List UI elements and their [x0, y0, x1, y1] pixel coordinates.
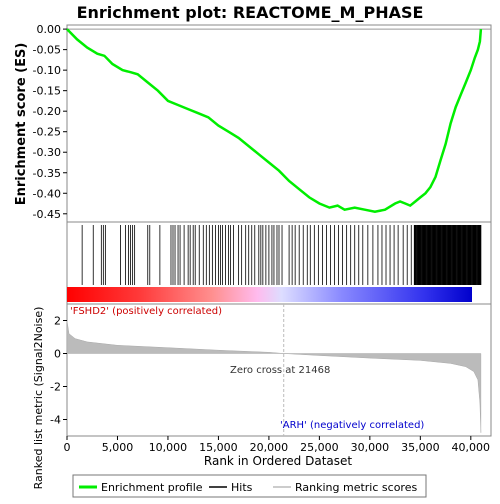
metric-y-ticks: 2 0 -2 -4 — [50, 315, 67, 427]
es-line-layer — [66, 28, 491, 213]
negative-correlation-label: 'ARH' (negatively correlated) — [280, 420, 424, 431]
x-tick-label: 0 — [64, 441, 71, 454]
metric-y-tick-label: -4 — [50, 414, 61, 427]
legend-enrichment-label: Enrichment profile — [101, 481, 203, 494]
x-tick-label: 30,000 — [351, 441, 390, 454]
es-y-tick-label: -0.25 — [33, 126, 61, 139]
x-tick-label: 25,000 — [300, 441, 339, 454]
metric-layer — [66, 304, 482, 436]
ranking-metric-area — [66, 320, 482, 433]
es-y-tick-label: -0.35 — [33, 167, 61, 180]
legend-box — [72, 474, 427, 498]
x-axis-label: Rank in Ordered Dataset — [204, 454, 352, 468]
zero-cross-label: Zero cross at 21468 — [230, 365, 330, 376]
es-y-axis-label: Enrichment score (ES) — [14, 43, 29, 206]
es-y-tick-label: -0.20 — [33, 105, 61, 118]
es-y-ticks: 0.00 -0.05 -0.10 -0.15 -0.20 -0.25 -0.30 -0.35 -… — [33, 23, 67, 221]
metric-panel-frame — [66, 303, 492, 437]
x-tick-label: 15,000 — [199, 441, 238, 454]
hits-layer — [81, 225, 482, 285]
enrichment-profile-line — [66, 28, 483, 213]
x-tick-label: 20,000 — [250, 441, 289, 454]
positive-correlation-label: 'FSHD2' (positively correlated) — [70, 306, 222, 317]
es-y-tick-label: -0.15 — [33, 85, 61, 98]
x-tick-label: 35,000 — [401, 441, 440, 454]
es-y-tick-label: -0.30 — [33, 146, 61, 159]
es-y-tick-label: -0.40 — [33, 187, 61, 200]
metric-y-tick-label: 0 — [54, 348, 61, 361]
legend-ranking-label: Ranking metric scores — [295, 481, 417, 494]
es-y-tick-label: -0.10 — [33, 64, 61, 77]
es-panel-frame — [66, 24, 492, 223]
x-tick-label: 10,000 — [149, 441, 188, 454]
es-y-tick-label: -0.45 — [33, 208, 61, 221]
legend-hits-label: Hits — [231, 481, 253, 494]
es-y-tick-label: 0.00 — [37, 23, 62, 36]
metric-y-tick-label: -2 — [50, 381, 61, 394]
x-tick-label: 5,000 — [102, 441, 134, 454]
metric-y-axis-label: Ranked list metric (Signal2Noise) — [32, 307, 45, 490]
x-tick-label: 40,000 — [452, 441, 491, 454]
ranking-color-bar — [67, 287, 472, 302]
x-ticks: 0 5,000 10,000 15,000 20,000 25,000 30,000 35,0… — [64, 436, 491, 454]
metric-y-tick-label: 2 — [54, 315, 61, 328]
es-y-tick-label: -0.05 — [33, 44, 61, 57]
chart-title: Enrichment plot: REACTOME_M_PHASE — [77, 3, 424, 22]
